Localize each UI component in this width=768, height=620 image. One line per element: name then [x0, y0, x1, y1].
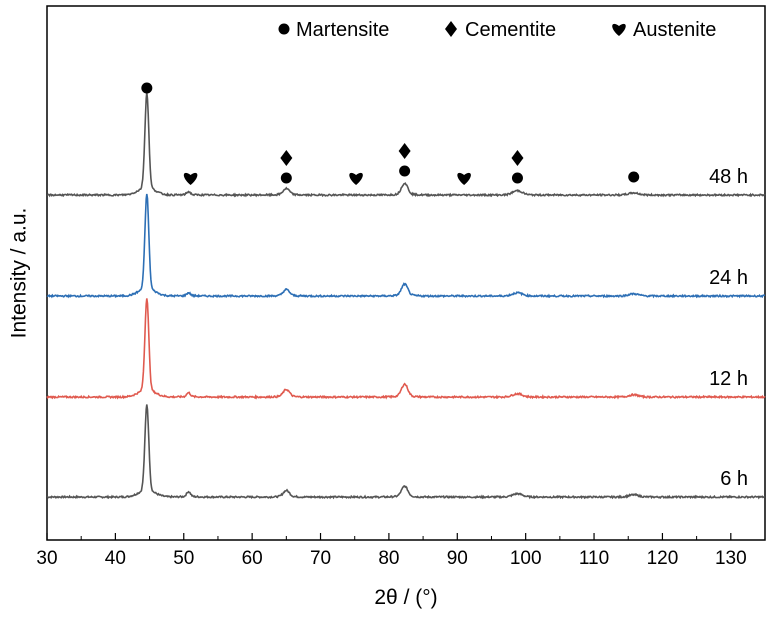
martensite-marker-icon	[511, 172, 523, 184]
austenite-marker-icon	[612, 23, 626, 36]
series-line-6h	[46, 404, 766, 500]
cementite-marker-icon	[445, 21, 457, 37]
series-line-24h	[46, 193, 766, 299]
austenite-marker-icon	[349, 172, 363, 185]
series-label: 48 h	[709, 166, 748, 188]
series-line-48h	[46, 92, 766, 198]
x-tick-label: 90	[447, 548, 468, 569]
legend-label-martensite: Martensite	[296, 19, 389, 41]
austenite-marker-icon	[183, 172, 198, 185]
austenite-marker-icon	[457, 172, 471, 185]
cementite-marker-icon	[280, 150, 293, 166]
curves-group: 6 h 12 h 24 h 48 h	[46, 92, 766, 500]
x-tick-label: 130	[715, 548, 747, 569]
cementite-marker-icon	[398, 143, 411, 159]
x-tick-label: 30	[36, 548, 57, 569]
cementite-marker-icon	[511, 150, 524, 166]
martensite-marker-icon	[141, 82, 153, 94]
series-line-12h	[46, 298, 766, 400]
legend-label-cementite: Cementite	[465, 19, 556, 41]
martensite-marker-icon	[628, 171, 640, 183]
martensite-marker-icon	[278, 23, 290, 35]
martensite-marker-icon	[399, 165, 411, 177]
series-label: 24 h	[709, 267, 748, 289]
series-label: 6 h	[720, 468, 748, 490]
x-axis-label: 2θ / (°)	[374, 586, 437, 609]
x-tick-label: 100	[510, 548, 542, 569]
x-axis-ticks: 30 40 50 60 70 80 90 100 110 120 130	[36, 533, 747, 569]
martensite-marker-icon	[280, 172, 292, 184]
x-tick-label: 110	[579, 548, 609, 569]
series-label: 12 h	[709, 368, 748, 390]
plot-frame	[46, 5, 766, 541]
x-tick-label: 120	[647, 548, 679, 569]
legend-label-austenite: Austenite	[633, 19, 716, 41]
x-tick-label: 50	[173, 548, 194, 569]
x-tick-label: 70	[310, 548, 331, 569]
x-tick-label: 60	[242, 548, 263, 569]
y-axis-label: Intensity / a.u.	[8, 208, 31, 339]
phase-markers	[141, 82, 640, 185]
x-tick-label: 40	[105, 548, 126, 569]
x-tick-label: 80	[378, 548, 399, 569]
legend: Martensite Cementite Austenite	[278, 19, 716, 41]
